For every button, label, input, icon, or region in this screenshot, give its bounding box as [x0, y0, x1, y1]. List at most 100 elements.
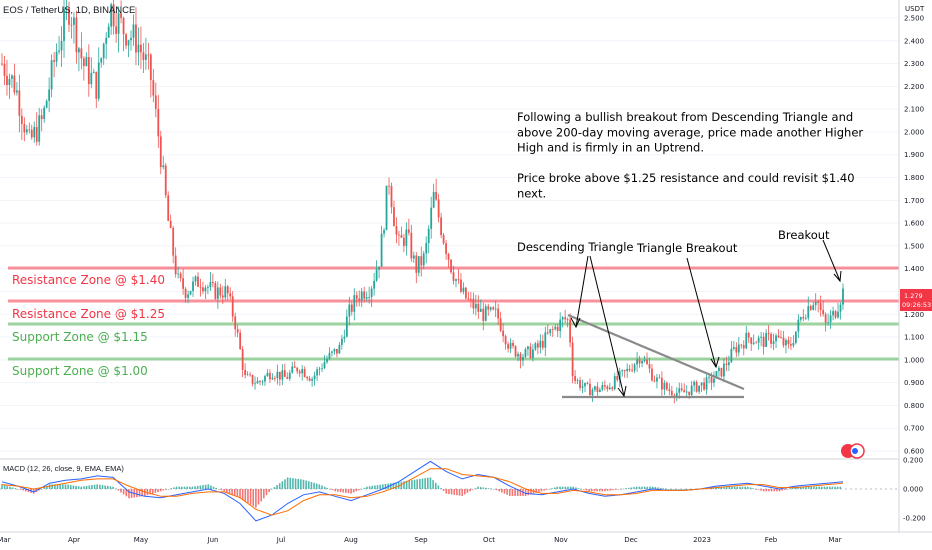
- macd-histogram-bar: [196, 485, 199, 489]
- macd-histogram-bar: [345, 489, 347, 493]
- macd-histogram-bar: [654, 487, 657, 489]
- macd-histogram-bar: [834, 486, 836, 489]
- candle-body: [400, 235, 403, 238]
- macd-histogram-bar: [471, 489, 474, 490]
- macd-histogram-bar: [479, 487, 482, 489]
- candle-body: [144, 54, 147, 60]
- candle-body: [328, 352, 331, 359]
- macd-histogram-bar: [128, 489, 130, 499]
- macd-histogram-bar: [598, 489, 601, 492]
- candle-body: [561, 317, 564, 320]
- time-axis-labels[interactable]: Mar Apr May Jun Jul Aug Sep Oct Nov Dec 2023 Feb Mar: [0, 536, 842, 544]
- candle-body: [174, 255, 177, 275]
- candle-body: [164, 165, 167, 196]
- macd-histogram-bar: [723, 486, 725, 489]
- macd-histogram-bar: [400, 481, 403, 489]
- macd-histogram-bar: [659, 487, 662, 489]
- macd-histogram-bar: [567, 486, 569, 489]
- candle-body: [718, 367, 720, 372]
- candle-body: [564, 317, 567, 320]
- macd-histogram-bar: [326, 487, 329, 489]
- macd-histogram-bar: [752, 488, 754, 489]
- macd-histogram-bar: [744, 486, 746, 489]
- macd-histogram-bar: [498, 489, 500, 492]
- macd-histogram-bar: [207, 484, 210, 489]
- candle-body: [574, 376, 576, 381]
- macd-histogram-bar: [762, 489, 765, 492]
- candle-body: [785, 339, 787, 346]
- candle-body: [797, 319, 800, 332]
- macd-histogram-bar: [736, 486, 739, 489]
- candle-body: [556, 326, 559, 332]
- candle-body: [236, 329, 239, 333]
- candle-body: [214, 283, 217, 299]
- macd-histogram-bar: [389, 483, 392, 489]
- candle-body: [28, 129, 31, 131]
- macd-histogram-bar: [601, 489, 604, 492]
- macd-histogram-bar: [194, 486, 196, 489]
- macd-histogram-bar: [784, 489, 786, 490]
- macd-histogram-bar: [477, 486, 479, 489]
- macd-histogram-bar: [51, 484, 54, 489]
- candle-body: [631, 370, 634, 372]
- candle-body: [182, 278, 185, 289]
- macd-histogram-bar: [469, 489, 471, 492]
- grid-lines: [0, 17, 899, 452]
- candle-body: [710, 376, 713, 383]
- macd-histogram-bar: [188, 486, 191, 489]
- macd-histogram-bar: [67, 484, 69, 489]
- candle-body: [241, 349, 244, 370]
- candle-body: [393, 207, 395, 227]
- candle-body: [837, 311, 839, 318]
- macd-histogram-bar: [506, 489, 508, 495]
- macd-histogram-bar: [323, 486, 326, 489]
- macd-histogram-bar: [130, 489, 133, 498]
- macd-histogram-bar: [612, 489, 614, 491]
- candle-body: [780, 337, 782, 338]
- macd-histogram-bar: [770, 489, 773, 492]
- macd-histogram-bar: [231, 489, 233, 495]
- price-tick-label: 1.700: [904, 197, 924, 205]
- event-icons[interactable]: [841, 443, 865, 459]
- candle-body: [539, 340, 542, 348]
- price-tick-label: 0.600: [904, 448, 924, 456]
- candle-body: [75, 17, 78, 53]
- candle-body: [541, 340, 544, 348]
- macd-histogram-bar: [14, 488, 17, 489]
- macd-histogram-bar: [175, 486, 178, 489]
- candle-body: [331, 351, 333, 353]
- candle-body: [643, 359, 646, 362]
- candle-body: [814, 301, 817, 306]
- macd-histogram-bar: [83, 486, 85, 489]
- candle-body: [82, 58, 85, 67]
- candle-body: [65, 8, 68, 10]
- candle-body: [544, 332, 547, 348]
- macd-histogram-bar: [99, 484, 101, 489]
- candle-body: [829, 315, 832, 323]
- candle-body: [688, 391, 691, 395]
- macd-histogram-bar: [233, 489, 236, 496]
- macd-histogram-bar: [556, 486, 559, 489]
- price-axis[interactable]: USDT 2.500 2.400 2.300 2.200 2.100 2.000 1.900…: [898, 0, 932, 532]
- signal-line: [1, 468, 844, 516]
- candle-body: [216, 287, 219, 299]
- candle-body: [373, 280, 376, 289]
- macd-histogram-bar: [672, 489, 675, 490]
- macd-histogram-bar: [1, 484, 3, 489]
- candle-body: [514, 346, 517, 357]
- candle-body: [68, 8, 70, 25]
- candle-body: [504, 336, 507, 345]
- macd-histogram-bar: [342, 489, 344, 493]
- macd-histogram-bar: [495, 489, 498, 491]
- candle-body: [221, 295, 224, 298]
- candle-body: [589, 383, 591, 396]
- macd-histogram-bar: [352, 489, 355, 493]
- candle-body: [626, 368, 629, 372]
- macd-histogram-bar: [590, 489, 593, 492]
- candle-body: [755, 342, 758, 344]
- candle-body: [159, 136, 162, 168]
- macd-histogram-bar: [347, 489, 350, 494]
- macd-histogram-bar: [543, 489, 545, 491]
- candle-body: [499, 318, 502, 331]
